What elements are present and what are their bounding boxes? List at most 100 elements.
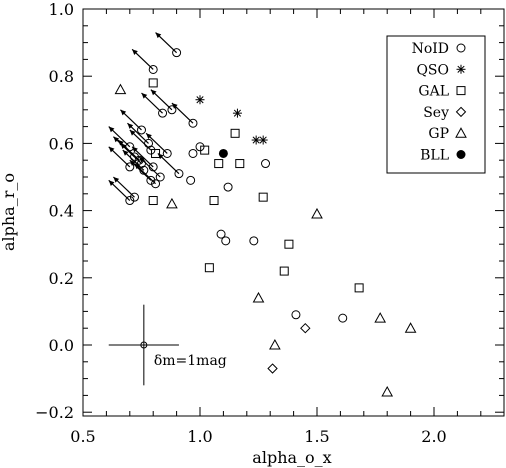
point-gp (114, 83, 127, 95)
y-tick-label: 0.4 (49, 202, 74, 221)
circle-marker (338, 313, 348, 323)
asterisk-stroke (196, 96, 204, 104)
circle-marker (162, 148, 172, 158)
point-qso (232, 108, 242, 118)
filled-circle-marker (456, 150, 466, 159)
circle-marker (146, 175, 156, 185)
arrow (141, 92, 163, 114)
point-gal (258, 192, 268, 202)
circle-marker (125, 142, 135, 152)
asterisk-stroke (457, 65, 465, 73)
arrow-head (108, 126, 115, 133)
legend-box (386, 35, 486, 174)
arrow (117, 139, 140, 161)
circle-marker (195, 142, 205, 152)
point-noid (249, 236, 259, 246)
point-gp (166, 197, 178, 209)
arrow-head (120, 143, 127, 150)
point-noid (125, 196, 135, 206)
error-bar-center (140, 341, 148, 349)
axis-ticks: 0.5 1.0 1.5 2.0 −0.2 0.0 0.2 0.4 0.6 0.8 1.0 (35, 0, 504, 446)
asterisk-stroke (259, 136, 267, 144)
circle-marker (174, 169, 184, 179)
arrow (122, 149, 145, 171)
legend-label-gp: GP (428, 126, 449, 142)
point-noid (188, 118, 198, 128)
circle-marker (148, 64, 158, 74)
circle-marker (158, 108, 168, 118)
y-tick-label: 1.0 (49, 0, 74, 19)
arrow-head (129, 160, 136, 166)
legend-marker-qso (456, 64, 466, 74)
arrow (108, 126, 131, 148)
circle-marker (137, 159, 146, 169)
legend-marker-sey (455, 106, 467, 118)
square-marker (148, 196, 158, 206)
arrow (120, 109, 142, 131)
point-noid (137, 125, 146, 135)
point-gal (151, 148, 161, 158)
circle-marker (125, 196, 135, 206)
circle-marker (139, 165, 149, 175)
triangle-marker (166, 197, 178, 209)
filled-circle-marker (218, 148, 228, 158)
error-bar-label: δm=1mag (154, 353, 227, 369)
asterisk-stroke (233, 109, 242, 117)
arrow (108, 146, 131, 168)
circle-marker (261, 159, 271, 169)
point-gp (252, 291, 265, 303)
point-gp (404, 322, 417, 333)
square-marker (284, 239, 294, 249)
circle-marker (223, 182, 233, 192)
point-noid (216, 229, 226, 239)
arrow-head (141, 93, 148, 99)
point-noid (144, 138, 154, 148)
point-noid (223, 182, 233, 192)
legend-label-gal: GAL (418, 84, 449, 100)
arrow (129, 129, 152, 151)
square-marker (200, 145, 210, 155)
triangle-marker (114, 83, 127, 95)
triangle-marker (381, 386, 394, 397)
point-noid (167, 105, 177, 115)
arrow-head (108, 180, 115, 186)
asterisk-stroke (252, 136, 260, 144)
point-noid (146, 175, 156, 185)
point-noid (129, 192, 139, 202)
circle-marker (291, 310, 301, 320)
diamond-marker (267, 363, 278, 374)
square-marker (230, 128, 240, 138)
arrow-head (122, 150, 129, 156)
circle-marker (186, 175, 196, 185)
point-gal (148, 196, 158, 206)
arrow-head (129, 129, 136, 136)
square-marker (279, 266, 289, 276)
point-noid (261, 159, 271, 169)
legend-label-sey: Sey (423, 105, 449, 121)
y-tick-label: 0.2 (49, 269, 74, 288)
arrow-head (118, 140, 124, 146)
point-gal (279, 266, 289, 276)
point-noid (188, 148, 198, 158)
arrow-head (150, 89, 157, 96)
point-noid (155, 172, 165, 182)
x-tick-label: 0.5 (70, 427, 95, 446)
x-tick-label: 1.0 (187, 427, 212, 446)
triangle-marker (374, 312, 387, 323)
x-tick-label: 1.5 (304, 427, 329, 446)
data-points (114, 48, 417, 397)
point-noid (221, 236, 231, 246)
error-bar-key: δm=1mag (108, 304, 227, 386)
point-noid (137, 159, 146, 169)
point-noid (148, 162, 158, 172)
arrow (120, 142, 142, 164)
square-marker (151, 148, 161, 158)
point-noid (338, 313, 348, 323)
arrow (171, 102, 194, 124)
triangle-marker (269, 338, 281, 350)
point-noid (158, 108, 168, 118)
legend-marker-gal (456, 86, 466, 96)
square-marker (148, 78, 158, 88)
legend-label-qso: QSO (416, 62, 449, 78)
